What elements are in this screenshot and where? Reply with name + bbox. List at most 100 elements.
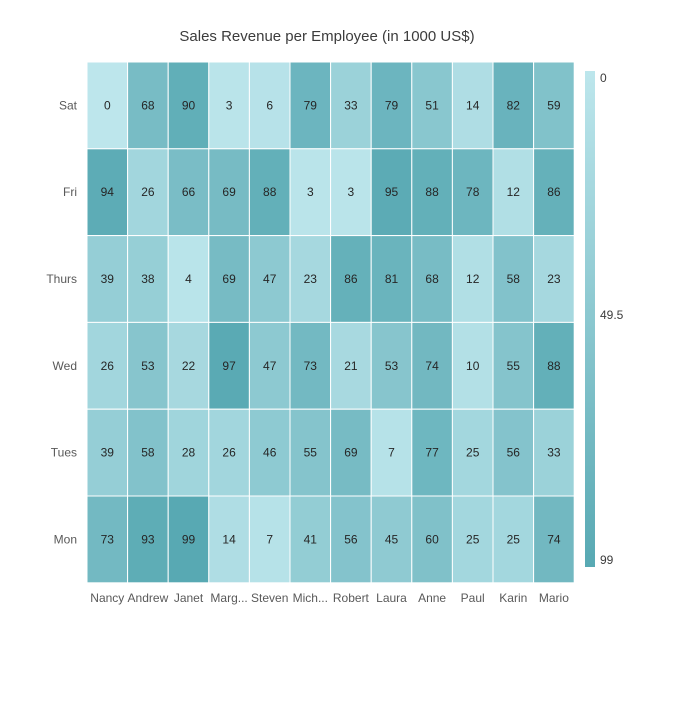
heatmap-cell[interactable] [248, 235, 291, 323]
cell-value-label: 53 [385, 359, 399, 373]
cell-value-label: 66 [182, 185, 196, 199]
heatmap-cell[interactable] [492, 148, 535, 237]
x-axis-label: Robert [333, 591, 370, 605]
heatmap-cell[interactable] [533, 148, 575, 237]
heatmap-cell[interactable] [533, 235, 575, 323]
heatmap-cell[interactable] [127, 148, 169, 237]
cell-value-label: 90 [182, 98, 196, 112]
heatmap-cell[interactable] [492, 321, 535, 410]
cell-value-label: 88 [547, 359, 561, 373]
cell-value-label: 39 [101, 446, 115, 460]
x-axis-labels: Nancy Andrew Janet Marg... Steven Mich... Robe… [90, 591, 569, 605]
heatmap-cell[interactable] [289, 321, 332, 410]
cell-value-label: 74 [547, 532, 561, 546]
heatmap-cell[interactable] [167, 235, 210, 323]
heatmap-cell[interactable] [86, 61, 129, 150]
y-axis-label: Fri [63, 185, 77, 199]
cell-value-label: 23 [547, 272, 561, 286]
heatmap-cell[interactable] [167, 321, 210, 410]
heatmap-cell[interactable] [289, 148, 332, 237]
heatmap-cell[interactable] [127, 408, 169, 497]
heatmap-cell[interactable] [289, 61, 332, 150]
cell-value-label: 3 [348, 185, 355, 199]
legend-label: 99 [600, 553, 614, 567]
cell-value-label: 33 [344, 98, 358, 112]
x-axis-label: Mario [539, 591, 569, 605]
cell-value-label: 38 [141, 272, 155, 286]
cell-value-label: 47 [263, 359, 277, 373]
x-axis-label: Mich... [293, 591, 328, 605]
cell-value-label: 47 [263, 272, 277, 286]
heatmap-cell[interactable] [370, 495, 413, 584]
cell-value-label: 53 [141, 359, 155, 373]
x-axis-label: Paul [461, 591, 485, 605]
heatmap-cell[interactable] [127, 495, 169, 584]
cell-value-label: 88 [263, 185, 277, 199]
heatmap-cell[interactable] [86, 408, 129, 497]
heatmap-cell[interactable] [411, 495, 453, 584]
heatmap-cell[interactable] [86, 495, 129, 584]
heatmap-cell[interactable] [127, 61, 169, 150]
cell-value-label: 69 [222, 272, 236, 286]
cell-value-label: 45 [385, 532, 399, 546]
heatmap-cell[interactable] [248, 148, 291, 237]
x-axis-label: Andrew [128, 591, 169, 605]
heatmap-cell[interactable] [451, 321, 494, 410]
heatmap-cell[interactable] [330, 408, 372, 497]
cell-value-label: 94 [101, 185, 115, 199]
heatmap-cell[interactable] [86, 235, 129, 323]
chart-title: Sales Revenue per Employee (in 1000 US$) [179, 28, 474, 45]
heatmap-cell[interactable] [370, 408, 413, 497]
cell-value-label: 33 [547, 446, 561, 460]
heatmap-cell[interactable] [289, 495, 332, 584]
y-axis-label: Thurs [46, 272, 77, 286]
heatmap-cell[interactable] [248, 408, 291, 497]
heatmap-cell[interactable] [451, 148, 494, 237]
heatmap-cell[interactable] [411, 148, 453, 237]
cell-value-label: 69 [222, 185, 236, 199]
heatmap-cell[interactable] [451, 61, 494, 150]
heatmap-cell[interactable] [492, 408, 535, 497]
cell-value-label: 81 [385, 272, 399, 286]
cell-value-label: 97 [222, 359, 236, 373]
heatmap-cell[interactable] [370, 148, 413, 237]
cell-value-label: 59 [547, 98, 561, 112]
heatmap-cell[interactable] [533, 61, 575, 150]
cell-value-label: 25 [507, 532, 521, 546]
heatmap-cell[interactable] [330, 321, 372, 410]
heatmap-cell[interactable] [167, 408, 210, 497]
cell-value-label: 26 [141, 185, 155, 199]
cell-value-label: 69 [344, 446, 358, 460]
heatmap-cell[interactable] [370, 61, 413, 150]
heatmap-cell[interactable] [411, 321, 453, 410]
heatmap-cell[interactable] [208, 321, 250, 410]
cell-value-label: 6 [266, 98, 273, 112]
legend-label: 49.5 [600, 308, 624, 322]
cell-value-label: 73 [101, 532, 115, 546]
heatmap-cell[interactable] [533, 495, 575, 584]
heatmap-cell[interactable] [330, 495, 372, 584]
legend-label: 0 [600, 71, 607, 85]
heatmap-cell[interactable] [533, 321, 575, 410]
cell-value-label: 55 [507, 359, 521, 373]
heatmap-cell[interactable] [167, 61, 210, 150]
heatmap-cell[interactable] [289, 408, 332, 497]
cell-value-label: 55 [304, 446, 318, 460]
heatmap-cell[interactable] [86, 321, 129, 410]
cell-value-label: 22 [182, 359, 196, 373]
cell-value-label: 3 [226, 98, 233, 112]
x-axis-label: Steven [251, 591, 288, 605]
cell-value-label: 21 [344, 359, 358, 373]
cell-value-label: 14 [222, 532, 236, 546]
heatmap-cell[interactable] [330, 235, 372, 323]
heatmap-cell[interactable] [330, 148, 372, 237]
heatmap-cell[interactable] [208, 495, 250, 584]
x-axis-label: Karin [499, 591, 527, 605]
heatmap-cell[interactable] [451, 495, 494, 584]
heatmap-cell[interactable] [208, 235, 250, 323]
heatmap-cell[interactable] [208, 148, 250, 237]
cell-value-label: 26 [222, 446, 236, 460]
cell-value-label: 88 [425, 185, 439, 199]
cell-value-label: 41 [304, 532, 318, 546]
